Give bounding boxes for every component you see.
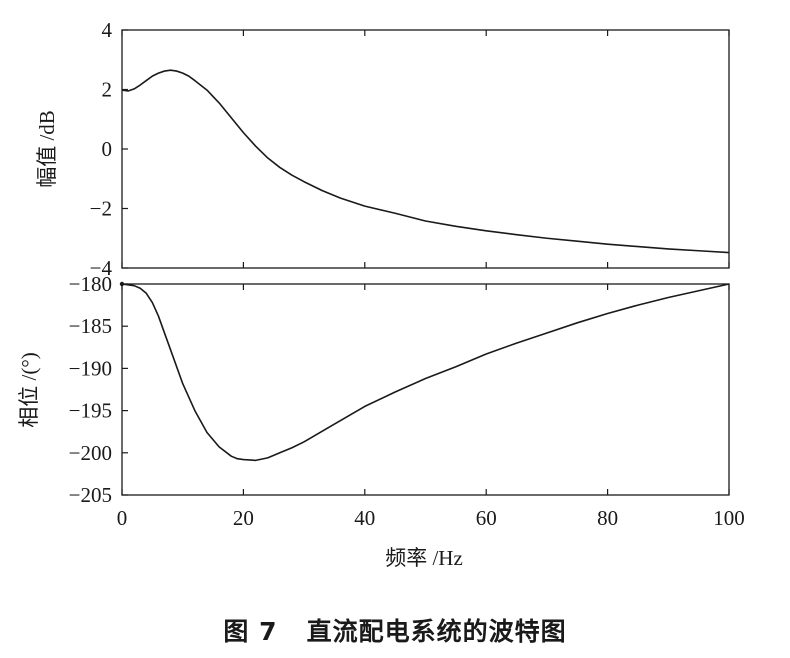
phase-plot-frame xyxy=(121,283,730,496)
x-tick-label: 20 xyxy=(233,506,254,530)
figure-caption: 图 7 直流配电系统的波特图 xyxy=(0,612,790,648)
x-tick-label: 80 xyxy=(597,506,618,530)
bode-figure: 420−2−4 幅值 /dB −180−185−190−195−200−205 … xyxy=(17,18,745,570)
phase-curve xyxy=(121,283,730,462)
magnitude-y-ticks: 4 2 0 −2 −4 xyxy=(90,18,128,280)
phase-y-tick-label: −180 xyxy=(69,272,112,296)
phase-y-tick-label: −190 xyxy=(69,356,112,380)
x-tick-label: 40 xyxy=(354,506,375,530)
phase-start-marker xyxy=(119,281,125,287)
magnitude-y-tick-label: −4 xyxy=(90,256,113,280)
phase-x-ticks: 0 20 40 60 80 100 xyxy=(117,284,745,530)
phase-y-tick-label: −205 xyxy=(69,483,112,507)
phase-y-tick-label: −185 xyxy=(69,314,112,338)
magnitude-curve xyxy=(121,69,730,254)
phase-y-tick-label: −195 xyxy=(69,399,112,423)
phase-y-axis-label: 相位 /(°) xyxy=(17,352,41,427)
magnitude-y-tick-label: −2 xyxy=(90,197,112,221)
x-tick-label: 60 xyxy=(476,506,497,530)
magnitude-y-tick-label: 0 xyxy=(102,137,113,161)
figure-title: 直流配电系统的波特图 xyxy=(306,617,567,646)
phase-panel: −180 −185 −190 −195 −200 −205 0 20 40 60 80 100 相位… xyxy=(17,272,745,570)
x-axis-label: 频率 /Hz xyxy=(385,546,463,570)
magnitude-y-tick-label: 2 xyxy=(102,78,113,102)
magnitude-plot-frame xyxy=(121,29,730,269)
magnitude-y-axis-label: 幅值 /dB xyxy=(35,110,59,188)
x-tick-label: 0 xyxy=(117,506,128,530)
figure-number: 图 7 xyxy=(223,617,278,646)
magnitude-y-tick-label: 4 xyxy=(102,18,113,42)
phase-y-tick-label: −200 xyxy=(69,441,112,465)
x-tick-label: 100 xyxy=(713,506,745,530)
phase-y-ticks: −180 −185 −190 −195 −200 −205 xyxy=(69,272,128,507)
magnitude-panel: 4 2 0 −2 −4 幅值 /dB xyxy=(35,18,730,280)
magnitude-x-ticks xyxy=(121,30,730,268)
